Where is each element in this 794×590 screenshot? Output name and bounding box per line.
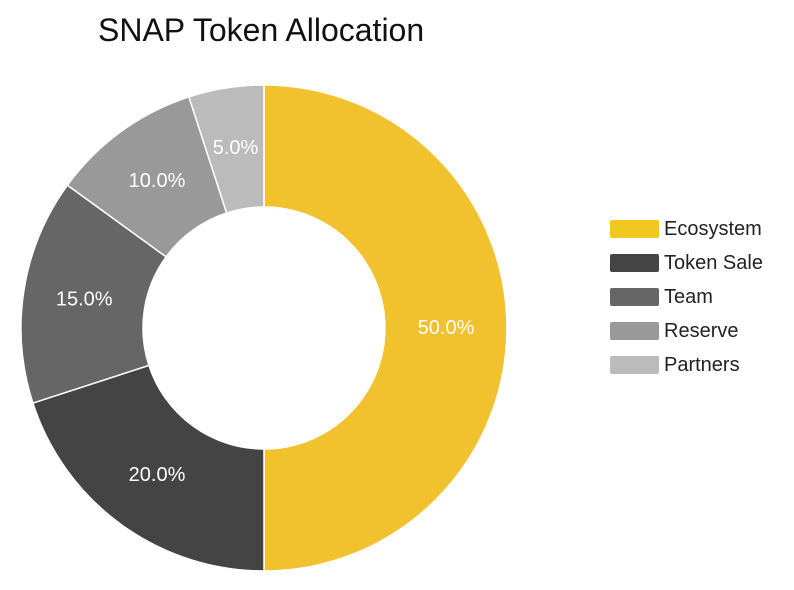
slice-label-token-sale: 20.0% (129, 464, 186, 486)
legend-swatch-token-sale (610, 254, 659, 272)
legend-item-partners[interactable]: Partners (610, 348, 763, 382)
legend-item-token-sale[interactable]: Token Sale (610, 246, 763, 280)
legend-item-team[interactable]: Team (610, 280, 763, 314)
slice-ecosystem[interactable] (263, 84, 508, 572)
slice-token-sale[interactable] (31, 364, 265, 572)
legend-label-team: Team (664, 285, 713, 308)
slice-partners[interactable] (187, 84, 265, 214)
slice-label-partners: 5.0% (213, 137, 259, 159)
legend-label-partners: Partners (664, 353, 740, 376)
legend-swatch-team (610, 288, 659, 306)
slice-labels-group: 50.0% 20.0% 15.0% 10.0% 5.0% (56, 137, 475, 486)
legend: Ecosystem Token Sale Team Reserve Partne… (610, 212, 763, 382)
legend-swatch-reserve (610, 322, 659, 340)
slice-label-team: 15.0% (56, 289, 113, 311)
legend-label-token-sale: Token Sale (664, 251, 763, 274)
legend-label-reserve: Reserve (664, 319, 739, 342)
legend-swatch-ecosystem (610, 220, 659, 238)
legend-item-ecosystem[interactable]: Ecosystem (610, 212, 763, 246)
legend-item-reserve[interactable]: Reserve (610, 314, 763, 348)
slice-label-ecosystem: 50.0% (418, 317, 475, 339)
slices-group (20, 84, 508, 572)
slice-label-reserve: 10.0% (129, 170, 186, 192)
chart-title: SNAP Token Allocation (98, 12, 425, 48)
legend-swatch-partners (610, 356, 659, 374)
slice-team[interactable] (20, 184, 168, 405)
legend-label-ecosystem: Ecosystem (664, 217, 762, 240)
